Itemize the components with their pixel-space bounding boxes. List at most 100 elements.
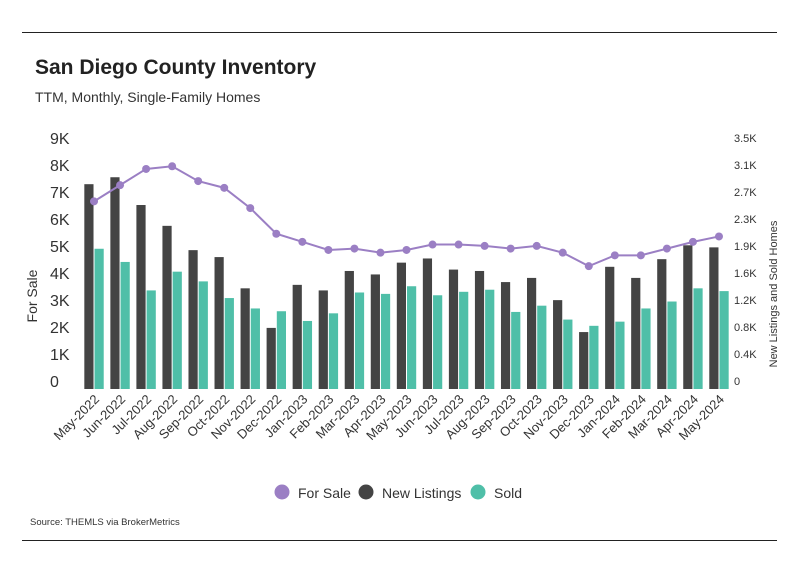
new-listings-bar: [396, 262, 406, 389]
for-sale-point: [246, 204, 255, 213]
new-listings-bar: [448, 269, 459, 389]
sold-bar: [537, 305, 547, 389]
right-axis-tick: 0.8K: [734, 322, 757, 334]
sold-bar: [146, 290, 156, 389]
legend-swatch: [358, 484, 374, 500]
sold-bar: [511, 311, 521, 389]
new-listings-bar: [683, 245, 693, 389]
new-listings-bar: [214, 257, 224, 389]
left-axis-tick: 2K: [50, 320, 70, 337]
chart-subtitle: TTM, Monthly, Single-Family Homes: [35, 89, 261, 105]
right-axis-tick: 1.6K: [734, 268, 757, 280]
legend-swatch: [274, 484, 290, 500]
right-axis-tick: 1.9K: [734, 241, 757, 253]
for-sale-point: [558, 248, 567, 257]
new-listings-bar: [240, 288, 250, 389]
new-listings-bar: [605, 266, 615, 389]
for-sale-point: [532, 241, 541, 250]
legend-label: New Listings: [382, 485, 461, 501]
for-sale-point: [116, 181, 125, 190]
for-sale-point: [272, 229, 281, 238]
for-sale-point: [480, 241, 489, 250]
right-axis-tick: 3.5K: [734, 133, 757, 145]
new-listings-bar: [527, 277, 537, 389]
new-listings-bar: [474, 270, 485, 389]
new-listings-bar: [657, 259, 667, 389]
sold-bar: [250, 308, 260, 389]
for-sale-point: [402, 245, 411, 254]
sold-bar: [198, 281, 208, 389]
for-sale-point: [610, 251, 619, 260]
new-listings-bar: [162, 225, 172, 389]
sold-bar: [354, 292, 365, 389]
new-listings-bar: [110, 177, 120, 389]
left-axis-tick: 8K: [50, 158, 70, 175]
new-listings-bar: [136, 205, 146, 389]
for-sale-point: [428, 240, 437, 249]
for-sale-point: [298, 237, 307, 246]
sold-bar: [563, 319, 573, 389]
left-axis-tick: 3K: [50, 293, 70, 310]
for-sale-point: [194, 177, 203, 186]
sold-bar: [667, 301, 677, 389]
legend-label: Sold: [494, 485, 522, 501]
new-listings-bar: [709, 247, 719, 389]
for-sale-point: [90, 197, 99, 206]
sold-bar: [302, 320, 313, 389]
sold-bar: [172, 271, 182, 389]
new-listings-bar: [266, 327, 276, 389]
new-listings-bar: [553, 300, 563, 389]
left-axis-tick: 7K: [50, 185, 70, 202]
sold-bar: [276, 311, 286, 389]
sold-bar: [459, 291, 469, 389]
bottom-rule: [22, 540, 777, 541]
right-axis-label: New Listings and Sold Homes: [768, 220, 780, 367]
left-axis-tick: 4K: [50, 266, 70, 283]
new-listings-bar: [631, 277, 641, 389]
legend-swatch: [470, 484, 486, 500]
for-sale-point: [454, 240, 463, 249]
sold-bar: [433, 295, 443, 389]
for-sale-point: [324, 245, 333, 254]
for-sale-point: [636, 251, 645, 260]
right-axis-tick: 3.1K: [734, 160, 757, 172]
legend-label: For Sale: [298, 485, 351, 501]
sold-bar: [407, 286, 417, 389]
right-axis-tick: 2.7K: [734, 187, 757, 199]
sold-bar: [589, 325, 599, 389]
left-axis-tick: 1K: [50, 347, 70, 364]
for-sale-point: [376, 248, 385, 257]
new-listings-bar: [422, 258, 433, 389]
new-listings-bar: [318, 290, 328, 389]
sold-bar: [641, 308, 651, 389]
left-axis-label: For Sale: [24, 269, 40, 322]
for-sale-point: [688, 237, 697, 246]
right-axis-tick: 2.3K: [734, 214, 757, 226]
left-axis-tick: 6K: [50, 212, 70, 229]
new-listings-bar: [292, 284, 302, 389]
new-listings-bar: [344, 270, 354, 389]
sold-bar: [328, 313, 339, 389]
for-sale-point: [350, 244, 359, 253]
sold-bar: [94, 248, 104, 389]
right-axis-tick: 0: [734, 376, 740, 388]
new-listings-bar: [500, 282, 511, 389]
for-sale-point: [506, 244, 515, 253]
right-axis-tick: 0.4K: [734, 349, 757, 361]
sold-bar: [719, 291, 729, 389]
sold-bar: [380, 293, 391, 389]
new-listings-bar: [188, 250, 198, 389]
left-axis-tick: 5K: [50, 239, 70, 256]
sold-bar: [485, 289, 495, 389]
sold-bar: [615, 321, 625, 389]
chart-title: San Diego County Inventory: [35, 56, 317, 79]
new-listings-bar: [370, 274, 380, 389]
for-sale-point: [168, 162, 177, 171]
new-listings-bar: [84, 184, 94, 389]
sold-bar: [693, 288, 703, 389]
source-note: Source: THEMLS via BrokerMetrics: [30, 517, 180, 528]
sold-bar: [224, 298, 234, 389]
left-axis-tick: 9K: [50, 131, 70, 148]
sold-bar: [120, 261, 130, 389]
